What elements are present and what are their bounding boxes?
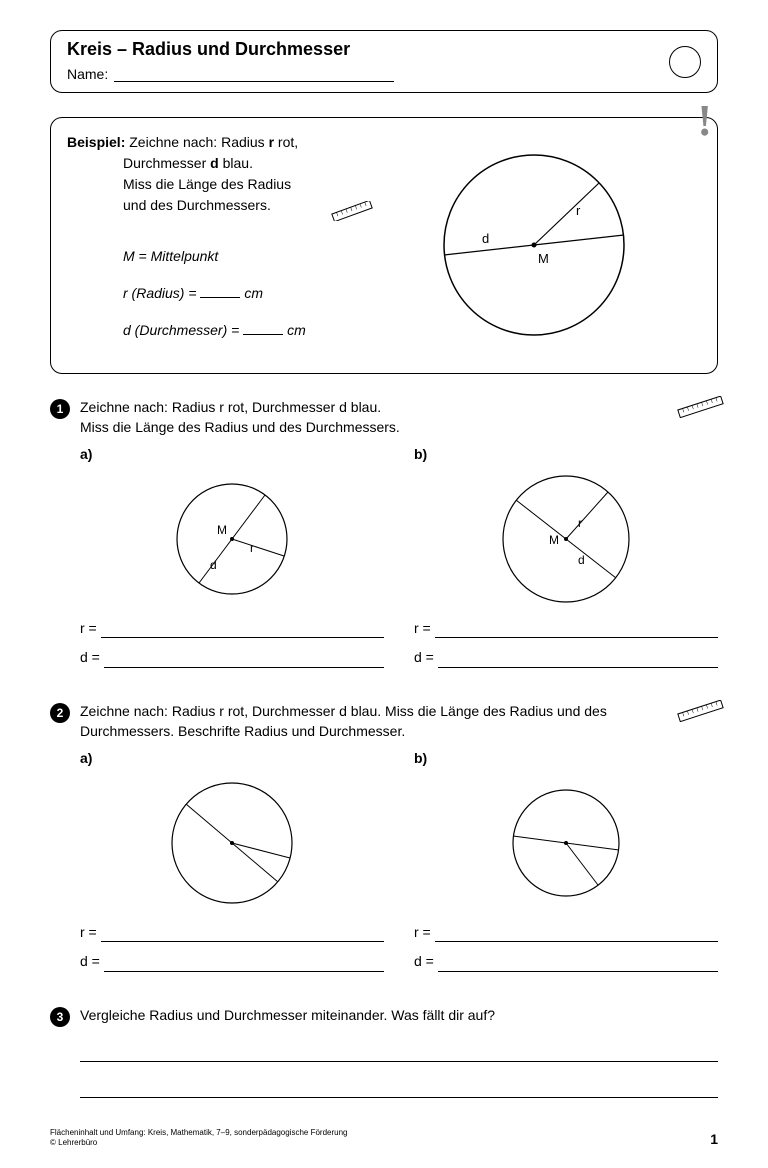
svg-text:r: r <box>250 541 254 555</box>
example-line2a: Durchmesser <box>123 155 206 171</box>
name-label: Name: <box>67 66 108 82</box>
example-text: Beispiel: Zeichne nach: Radius r rot, Du… <box>67 132 347 357</box>
t1b-d-line[interactable] <box>438 654 718 668</box>
t1b-r: r = <box>414 619 431 639</box>
task-1a-diagram: M r d <box>80 469 384 609</box>
ruler-icon <box>673 700 728 728</box>
t1a-r-line[interactable] <box>101 624 384 638</box>
task-3-line2[interactable] <box>80 1078 718 1098</box>
task-1-bullet: 1 <box>50 399 70 419</box>
d-blank[interactable] <box>243 323 283 335</box>
task-3-text: Vergleiche Radius und Durchmesser mitein… <box>80 1006 718 1026</box>
t2a-d: d = <box>80 952 100 972</box>
t1a-r: r = <box>80 619 97 639</box>
example-prefix: Beispiel: <box>67 134 125 150</box>
example-line1b: rot, <box>278 134 298 150</box>
task-1-text2: Miss die Länge des Radius und des Durchm… <box>80 418 718 438</box>
footer-line1: Flächeninhalt und Umfang: Kreis, Mathema… <box>50 1128 348 1138</box>
svg-text:r: r <box>578 516 582 530</box>
task-2a-label: a) <box>80 749 384 769</box>
page-title: Kreis – Radius und Durchmesser <box>67 39 701 60</box>
example-line3: Miss die Länge des Radius <box>123 174 347 195</box>
task-1: 1 Zeichne nach: Radius r rot, Durchmesse… <box>50 398 718 678</box>
t2b-d: d = <box>414 952 434 972</box>
t2b-r-line[interactable] <box>435 928 718 942</box>
task-1a: a) M r d r = d <box>80 445 384 678</box>
example-d-bold: d <box>210 155 219 171</box>
example-line1: Zeichne nach: Radius <box>129 134 264 150</box>
task-3-bullet: 3 <box>50 1007 70 1027</box>
header-box: Kreis – Radius und Durchmesser Name: <box>50 30 718 93</box>
t2a-d-line[interactable] <box>104 958 384 972</box>
ruler-icon <box>327 201 377 227</box>
m-equation: M = Mittelpunkt <box>123 246 347 267</box>
task-2b: b) r = d = <box>414 749 718 982</box>
t2a-r: r = <box>80 923 97 943</box>
t1a-d-line[interactable] <box>104 654 384 668</box>
circle-icon <box>669 46 701 78</box>
svg-text:d: d <box>210 558 217 572</box>
svg-text:d: d <box>578 553 585 567</box>
r-blank[interactable] <box>200 286 240 298</box>
d-eq-pre: d (Durchmesser) = <box>123 322 239 338</box>
task-3-line1[interactable] <box>80 1042 718 1062</box>
example-diagram: M r d <box>367 132 701 357</box>
r-eq-pre: r (Radius) = <box>123 285 197 301</box>
d-label: d <box>482 231 489 246</box>
page-number: 1 <box>710 1130 718 1148</box>
example-formulas: M = Mittelpunkt r (Radius) = cm d (Durch… <box>123 246 347 341</box>
task-2-text: Zeichne nach: Radius r rot, Durchmesser … <box>80 702 718 741</box>
r-unit: cm <box>244 285 263 301</box>
task-2b-diagram <box>414 773 718 913</box>
r-label: r <box>576 203 581 218</box>
svg-text:M: M <box>217 523 227 537</box>
t1b-d: d = <box>414 648 434 668</box>
task-2: 2 Zeichne nach: Radius r rot, Durchmesse… <box>50 702 718 982</box>
example-box: Beispiel: Zeichne nach: Radius r rot, Du… <box>50 117 718 374</box>
footer: Flächeninhalt und Umfang: Kreis, Mathema… <box>50 1128 718 1149</box>
task-1b: b) M r d r = d <box>414 445 718 678</box>
m-label: M <box>538 251 549 266</box>
ruler-icon <box>673 396 728 424</box>
task-2b-label: b) <box>414 749 718 769</box>
t2a-r-line[interactable] <box>101 928 384 942</box>
footer-line2: © Lehrerbüro <box>50 1138 348 1148</box>
task-1b-label: b) <box>414 445 718 465</box>
name-input-line[interactable] <box>114 68 394 82</box>
task-1a-label: a) <box>80 445 384 465</box>
name-row: Name: <box>67 66 701 82</box>
t1a-d: d = <box>80 648 100 668</box>
exclamation-icon: ! <box>697 99 712 143</box>
example-r-bold: r <box>269 134 274 150</box>
t2b-d-line[interactable] <box>438 958 718 972</box>
task-1-text1: Zeichne nach: Radius r rot, Durchmesser … <box>80 398 718 418</box>
task-2a: a) r = d = <box>80 749 384 982</box>
task-1b-diagram: M r d <box>414 469 718 609</box>
example-line4: und des Durchmessers. <box>123 197 271 213</box>
task-2-bullet: 2 <box>50 703 70 723</box>
d-unit: cm <box>287 322 306 338</box>
task-3: 3 Vergleiche Radius und Durchmesser mite… <box>50 1006 718 1098</box>
example-line2b: blau. <box>223 155 253 171</box>
task-2a-diagram <box>80 773 384 913</box>
svg-text:M: M <box>549 533 559 547</box>
t1b-r-line[interactable] <box>435 624 718 638</box>
t2b-r: r = <box>414 923 431 943</box>
